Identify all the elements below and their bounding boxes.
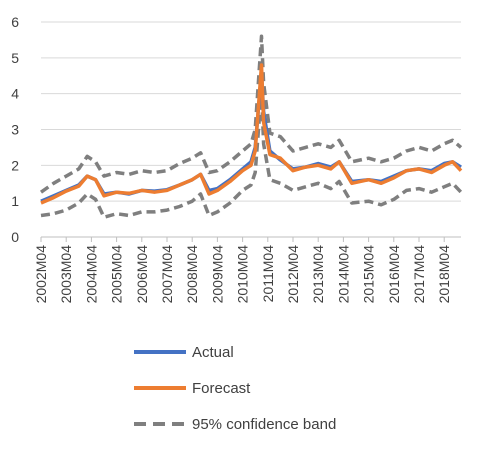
confidence-band-line [39, 34, 463, 194]
legend-confidence-band-label: 95% confidence band [192, 416, 336, 433]
chart-series-lines [39, 34, 463, 220]
x-tick-label: 2016M04 [386, 245, 402, 304]
x-tick-label: 2003M04 [58, 245, 74, 304]
legend-forecast-label: Forecast [192, 380, 251, 397]
x-tick-label: 2014M04 [335, 245, 351, 304]
y-tick-label: 2 [11, 157, 19, 173]
x-tick-label: 2007M04 [159, 245, 175, 304]
x-tick-label: 2005M04 [109, 245, 125, 304]
y-tick-label: 0 [11, 229, 19, 245]
y-tick-label: 1 [11, 193, 19, 209]
x-tick-label: 2006M04 [134, 245, 150, 304]
chart-gridlines [41, 21, 461, 238]
x-tick-label: 2018M04 [436, 245, 452, 304]
x-tick-label: 2009M04 [209, 245, 225, 304]
x-tick-label: 2010M04 [235, 245, 251, 304]
x-tick-label: 2008M04 [184, 245, 200, 304]
x-tick-label: 2013M04 [310, 245, 326, 304]
x-tick-label: 2004M04 [83, 245, 99, 304]
y-axis-tick-labels: 0 1 2 3 4 5 6 [11, 14, 19, 245]
x-tick-label: 2002M04 [33, 245, 49, 304]
legend-actual-label: Actual [192, 344, 234, 361]
y-tick-label: 6 [11, 14, 19, 30]
y-tick-label: 5 [11, 50, 19, 66]
actual-series-line [40, 70, 462, 203]
x-axis-tick-labels: 2002M04 2003M04 2004M04 2005M04 2006M04 2007M… [33, 237, 452, 303]
chart-legend: Actual Forecast 95% confidence band [134, 344, 336, 433]
y-tick-label: 4 [11, 86, 19, 102]
forecast-series-line [40, 63, 463, 205]
x-tick-label: 2012M04 [285, 245, 301, 304]
x-tick-label: 2017M04 [411, 245, 427, 304]
x-tick-label: 2015M04 [361, 245, 377, 304]
x-tick-label: 2011M04 [260, 245, 276, 303]
y-tick-label: 3 [11, 122, 19, 138]
confidence-band-line [40, 88, 463, 220]
